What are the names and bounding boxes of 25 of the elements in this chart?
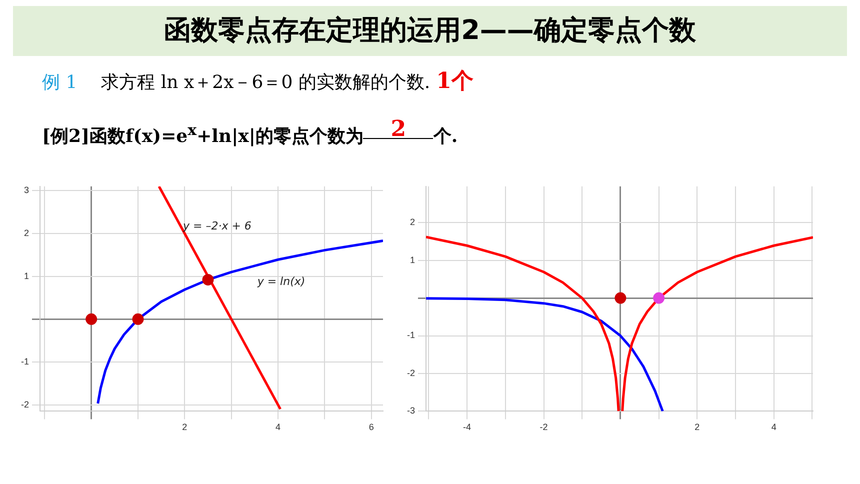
y-tick-label: 1 <box>24 270 29 281</box>
text: 例 1 <box>42 72 78 93</box>
y-tick-label: -1 <box>406 330 415 340</box>
x-tick-label: -2 <box>540 422 548 432</box>
y-tick-label: -2 <box>406 368 415 378</box>
series-label: y = –2·x + 6 <box>182 219 252 232</box>
y-tick-label: -1 <box>20 356 29 366</box>
series-label: y = ln(x) <box>256 274 306 288</box>
y-tick-label: 3 <box>24 185 29 196</box>
x-tick-label: 6 <box>368 422 374 432</box>
x-tick-label: -4 <box>463 422 472 432</box>
y-tick-label: 2 <box>24 228 29 238</box>
x-tick-label: 4 <box>275 422 281 432</box>
text: 1个 <box>436 68 474 94</box>
y-tick-label: 2 <box>410 217 415 228</box>
y-tick-label: 1 <box>410 254 415 265</box>
x-tick-label: 4 <box>771 422 776 432</box>
chart-title: 函数零点存在定理的运用2——确定零点个数 <box>13 6 847 56</box>
y-tick-label: -3 <box>406 406 415 416</box>
y-tick-label: -2 <box>20 399 29 410</box>
x-tick-label: 2 <box>182 422 188 432</box>
text: 求方程 ln x＋2x－6＝0 的实数解的个数. <box>101 72 430 93</box>
x-tick-label: 2 <box>694 422 700 432</box>
text: [例2]函数f(x)=e$^{x}$+ln|x|的零点个数为 <box>42 121 364 147</box>
text: 个. <box>433 126 458 147</box>
